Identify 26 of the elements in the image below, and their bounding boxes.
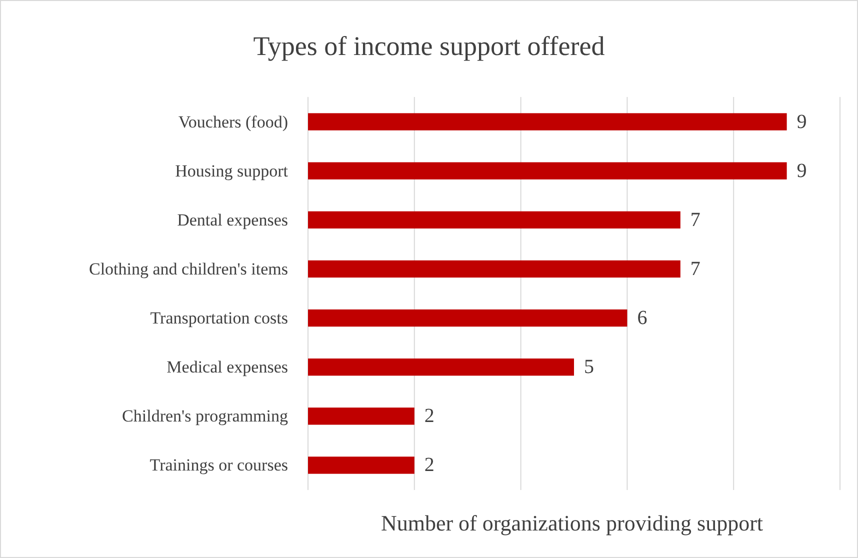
data-label: 7 (690, 258, 700, 280)
y-tick-label: Trainings or courses (150, 456, 288, 475)
y-tick-label: Children's programming (122, 406, 288, 426)
bar (308, 309, 628, 327)
data-label: 9 (796, 110, 807, 133)
bar (308, 456, 414, 474)
y-tick-label: Dental expenses (177, 210, 288, 230)
data-label: 2 (424, 454, 434, 476)
bar (308, 211, 680, 228)
data-label: 2 (424, 405, 434, 428)
data-label: 9 (796, 160, 807, 182)
bar (308, 162, 787, 180)
bar (308, 260, 680, 278)
x-axis-title: Number of organizations providing support (380, 510, 764, 536)
data-label: 5 (584, 356, 594, 378)
y-tick-label: Clothing and children's items (88, 259, 288, 278)
y-tick-label: Medical expenses (166, 358, 288, 377)
y-tick-label: Transportation costs (150, 308, 288, 328)
data-label: 6 (637, 307, 648, 330)
y-tick-label: Vouchers (food) (178, 112, 288, 132)
data-label: 7 (690, 208, 700, 231)
bar (308, 358, 574, 376)
chart-title: Types of income support offered (253, 31, 606, 61)
bar (308, 408, 414, 425)
bar (308, 113, 787, 130)
y-tick-label: Housing support (175, 161, 288, 180)
